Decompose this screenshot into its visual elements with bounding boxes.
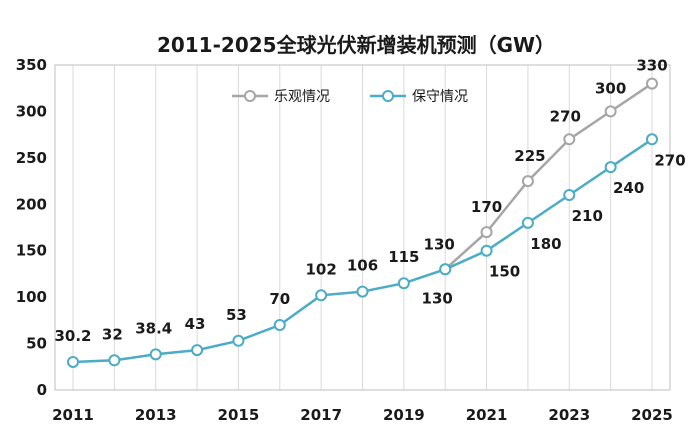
- x-tick-label: 2011: [52, 406, 94, 424]
- legend-label: 保守情况: [412, 89, 468, 105]
- data-label: 225: [514, 147, 545, 165]
- legend: 乐观情况 保守情况: [232, 89, 468, 105]
- data-point: [604, 105, 617, 118]
- series-line-0: [444, 82, 653, 271]
- y-tick-label: 350: [16, 56, 47, 74]
- y-tick-label: 150: [16, 242, 47, 260]
- data-point: [191, 344, 204, 357]
- data-point: [480, 226, 493, 239]
- legend-marker: [382, 90, 394, 102]
- data-point: [273, 319, 286, 331]
- data-point: [563, 133, 576, 146]
- x-axis-ticks: 2011 2013 2015 2017 2019 2021 2023 2025: [52, 406, 673, 424]
- data-label: 43: [185, 315, 206, 333]
- data-point: [108, 354, 121, 367]
- grid: [72, 65, 653, 390]
- y-tick-label: 200: [16, 195, 47, 213]
- data-labels: 170 225 270 300 330 30.2 32 38.4 43 53 70 102 106 115…: [54, 57, 685, 345]
- data-point: [439, 263, 452, 276]
- x-tick-label: 2017: [300, 406, 342, 424]
- axes: [54, 64, 671, 391]
- x-tick-label: 2015: [218, 406, 260, 424]
- data-label: 70: [269, 290, 290, 308]
- x-tick-label: 2025: [631, 406, 673, 424]
- data-point: [232, 334, 245, 347]
- y-tick-label: 0: [37, 381, 47, 399]
- data-label: 210: [572, 207, 603, 225]
- data-point: [604, 161, 617, 174]
- data-label: 130: [424, 235, 455, 253]
- x-tick-label: 2021: [466, 406, 508, 424]
- y-tick-label: 300: [16, 102, 47, 120]
- data-label: 180: [530, 235, 561, 253]
- data-point: [356, 285, 369, 298]
- data-label: 38.4: [135, 319, 172, 337]
- data-label: 300: [595, 79, 626, 97]
- data-label: 130: [422, 289, 453, 307]
- x-tick-label: 2023: [548, 406, 590, 424]
- chart-title: 2011-2025全球光伏新增装机预测（GW）: [157, 33, 555, 57]
- data-label: 170: [471, 198, 502, 216]
- data-label: 240: [613, 179, 644, 197]
- x-tick-label: 2013: [135, 406, 177, 424]
- data-label: 270: [654, 151, 685, 169]
- data-point: [149, 348, 162, 361]
- legend-label: 乐观情况: [274, 89, 330, 105]
- data-label: 102: [305, 260, 336, 278]
- data-point: [521, 175, 534, 188]
- data-point: [397, 277, 410, 290]
- data-label: 106: [347, 257, 378, 275]
- y-axis-ticks: 0 50 100 150 200 250 300 350: [16, 56, 47, 399]
- x-tick-label: 2019: [383, 406, 425, 424]
- legend-marker: [244, 90, 256, 102]
- data-label: 53: [226, 306, 247, 324]
- data-point: [480, 244, 493, 257]
- data-label: 330: [636, 57, 667, 75]
- series-points: [67, 77, 658, 368]
- data-point: [315, 289, 328, 302]
- plot-frame: [54, 64, 671, 391]
- y-tick-label: 250: [16, 149, 47, 167]
- data-point: [67, 355, 79, 368]
- data-label: 115: [388, 248, 419, 266]
- data-label: 32: [102, 325, 123, 343]
- data-label: 150: [489, 263, 520, 281]
- data-point: [646, 77, 658, 90]
- y-tick-label: 100: [16, 288, 47, 306]
- y-tick-label: 50: [26, 335, 47, 353]
- data-point: [563, 189, 576, 201]
- data-point: [521, 216, 534, 229]
- data-point: [646, 133, 658, 146]
- data-label: 30.2: [54, 327, 91, 345]
- data-label: 270: [550, 107, 581, 125]
